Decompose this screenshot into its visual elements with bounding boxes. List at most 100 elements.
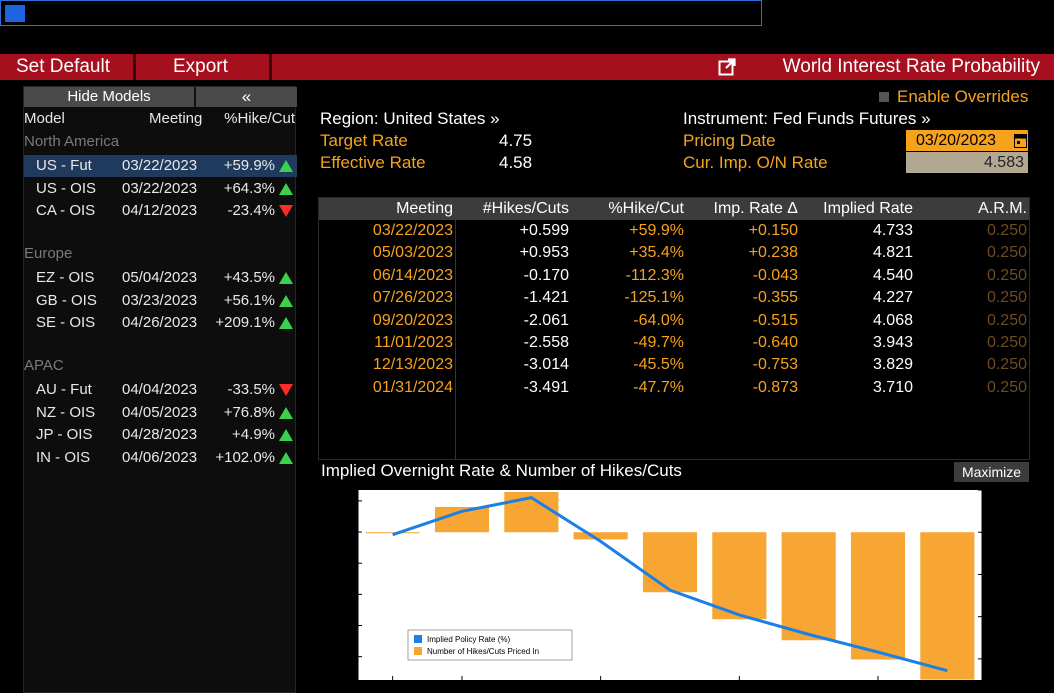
table-row[interactable]: 05/03/2023 +0.953 +35.4% +0.238 4.821 0.250 — [319, 243, 1029, 265]
table-cell: -0.043 — [752, 266, 798, 284]
collapse-panel-icon[interactable]: « — [194, 87, 297, 107]
model-row[interactable]: JP - OIS 04/28/2023 +4.9% — [24, 424, 297, 446]
window-title: World Interest Rate Probability — [782, 56, 1040, 77]
table-row[interactable]: 12/13/2023 -3.014 -45.5% -0.753 3.829 0.250 — [319, 355, 1029, 377]
table-cell: -2.061 — [523, 311, 569, 329]
enable-overrides-label[interactable]: Enable Overrides — [897, 87, 1029, 106]
table-cell: -1.421 — [523, 289, 569, 307]
table-cell: -3.491 — [523, 378, 569, 396]
rate-chart: 4.8 4.6 4.4 4.2 4.0 3.8 1.0 0.0 -1.0 -2.0 -3.0 Curr… — [321, 485, 1027, 691]
hide-models-header: Hide Models « — [24, 87, 297, 107]
chart-title: Implied Overnight Rate & Number of Hikes… — [321, 461, 682, 480]
model-pct: -23.4% — [227, 202, 275, 219]
model-pct: +76.8% — [223, 403, 275, 421]
enable-overrides-checkbox[interactable] — [879, 92, 889, 102]
model-name: IN - OIS — [36, 448, 91, 466]
y-tick-label: 4.8 — [339, 496, 352, 506]
table-cell: -3.014 — [523, 356, 569, 374]
table-cell: -0.640 — [752, 334, 798, 351]
column-hike-cut[interactable]: %Hike/Cut — [224, 110, 295, 127]
y-tick-label: 3.8 — [339, 652, 352, 662]
model-pct: +59.9% — [223, 157, 275, 174]
pricing-date-label: Pricing Date — [683, 131, 776, 150]
table-cell: -0.873 — [752, 378, 798, 396]
region-selector[interactable]: Region: United States » — [320, 109, 500, 128]
table-cell: -0.515 — [752, 311, 798, 329]
pricing-date-input[interactable]: 03/20/2023 — [906, 130, 1028, 151]
model-row[interactable]: AU - Fut 04/04/2023 -33.5% — [24, 379, 297, 401]
model-row[interactable]: IN - OIS 04/06/2023 +102.0% — [24, 447, 297, 469]
y-axis-label: Implied Policy Rate (%) — [321, 533, 332, 637]
table-row[interactable]: 01/31/2024 -3.491 -47.7% -0.873 3.710 0.250 — [319, 378, 1029, 400]
chart-legend — [407, 629, 573, 661]
model-meeting: 04/26/2023 — [122, 314, 198, 331]
model-row[interactable]: CA - OIS 04/12/2023 -23.4% — [24, 200, 297, 222]
column-meeting[interactable]: Meeting — [149, 110, 203, 127]
model-name: US - Fut — [36, 157, 92, 174]
models-column-headers: Model Meeting %Hike/Cut — [24, 109, 297, 129]
toolbar-divider — [133, 54, 136, 80]
table-cell: 4.821 — [872, 244, 913, 262]
up-triangle-icon — [279, 294, 293, 307]
model-row[interactable]: GB - OIS 03/23/2023 +56.1% — [24, 290, 297, 312]
th-arm[interactable]: A.R.M. — [978, 200, 1027, 217]
table-row[interactable]: 11/01/2023 -2.558 -49.7% -0.640 3.943 0.250 — [319, 333, 1029, 355]
table-cell: 0.250 — [986, 222, 1027, 239]
hide-models-button[interactable]: Hide Models — [67, 88, 151, 105]
legend-label: Number of Hikes/Cuts Priced In — [427, 647, 539, 656]
table-cell: +0.150 — [748, 222, 798, 239]
toolbar: Set Default Export World Interest Rate P… — [0, 54, 1054, 80]
model-meeting: 03/22/2023 — [122, 157, 198, 174]
table-row[interactable]: 09/20/2023 -2.061 -64.0% -0.515 4.068 0.250 — [319, 311, 1029, 333]
model-meeting: 04/04/2023 — [122, 381, 198, 398]
toolbar-divider — [269, 54, 272, 80]
th-meeting[interactable]: Meeting — [396, 200, 453, 217]
y2-tick-label: 1.0 — [988, 485, 1001, 495]
instrument-selector[interactable]: Instrument: Fed Funds Futures » — [683, 109, 931, 128]
table-cell: 0.250 — [986, 311, 1027, 329]
model-pct: -33.5% — [227, 381, 275, 398]
table-cell: 12/13/2023 — [372, 356, 453, 374]
th-hike-cut-pct[interactable]: %Hike/Cut — [608, 200, 684, 217]
down-triangle-icon — [279, 205, 293, 217]
model-row[interactable]: NZ - OIS 04/05/2023 +76.8% — [24, 402, 297, 424]
table-cell: -49.7% — [633, 334, 684, 351]
table-cell: 06/14/2023 — [372, 266, 453, 284]
table-cell: +0.599 — [519, 222, 569, 239]
model-meeting: 04/28/2023 — [122, 426, 198, 443]
export-button[interactable]: Export — [173, 56, 228, 77]
y2-tick-label: -3.0 — [988, 654, 1004, 664]
table-cell: -47.7% — [633, 378, 684, 396]
th-imp-rate-delta[interactable]: Imp. Rate Δ — [713, 200, 799, 217]
table-row[interactable]: 07/26/2023 -1.421 -125.1% -0.355 4.227 0.250 — [319, 288, 1029, 310]
calendar-icon[interactable] — [1014, 132, 1027, 148]
model-name: EZ - OIS — [36, 269, 95, 286]
model-row[interactable]: US - Fut 03/22/2023 +59.9% — [24, 155, 297, 177]
maximize-button[interactable]: Maximize — [954, 462, 1029, 482]
model-row[interactable]: US - OIS 03/22/2023 +64.3% — [24, 178, 297, 200]
up-triangle-icon — [279, 182, 293, 195]
table-cell: +35.4% — [629, 244, 684, 262]
model-pct: +209.1% — [215, 314, 275, 331]
column-model[interactable]: Model — [24, 110, 65, 127]
hikes-cuts-bar — [365, 532, 420, 534]
model-name: NZ - OIS — [36, 403, 96, 421]
table-cell: 0.250 — [986, 266, 1027, 284]
model-meeting: 03/23/2023 — [122, 291, 198, 309]
th-implied-rate[interactable]: Implied Rate — [823, 200, 913, 217]
table-header: Meeting #Hikes/Cuts %Hike/Cut Imp. Rate Δ Im… — [319, 198, 1029, 220]
set-default-button[interactable]: Set Default — [16, 56, 110, 77]
table-cell: 3.943 — [872, 334, 913, 351]
table-cell: 09/20/2023 — [372, 311, 453, 329]
model-row[interactable]: EZ - OIS 05/04/2023 +43.5% — [24, 267, 297, 289]
up-triangle-icon — [279, 317, 293, 329]
launch-icon[interactable] — [718, 58, 736, 76]
model-name: US - OIS — [36, 179, 97, 197]
oni-rate-field: 4.583 — [906, 152, 1028, 173]
command-line[interactable] — [0, 0, 762, 26]
model-row[interactable]: SE - OIS 04/26/2023 +209.1% — [24, 312, 297, 334]
table-cell: 01/31/2024 — [372, 378, 453, 396]
table-row[interactable]: 03/22/2023 +0.599 +59.9% +0.150 4.733 0.250 — [319, 221, 1029, 243]
table-row[interactable]: 06/14/2023 -0.170 -112.3% -0.043 4.540 0.250 — [319, 266, 1029, 288]
th-hikes-cuts[interactable]: #Hikes/Cuts — [482, 200, 569, 217]
